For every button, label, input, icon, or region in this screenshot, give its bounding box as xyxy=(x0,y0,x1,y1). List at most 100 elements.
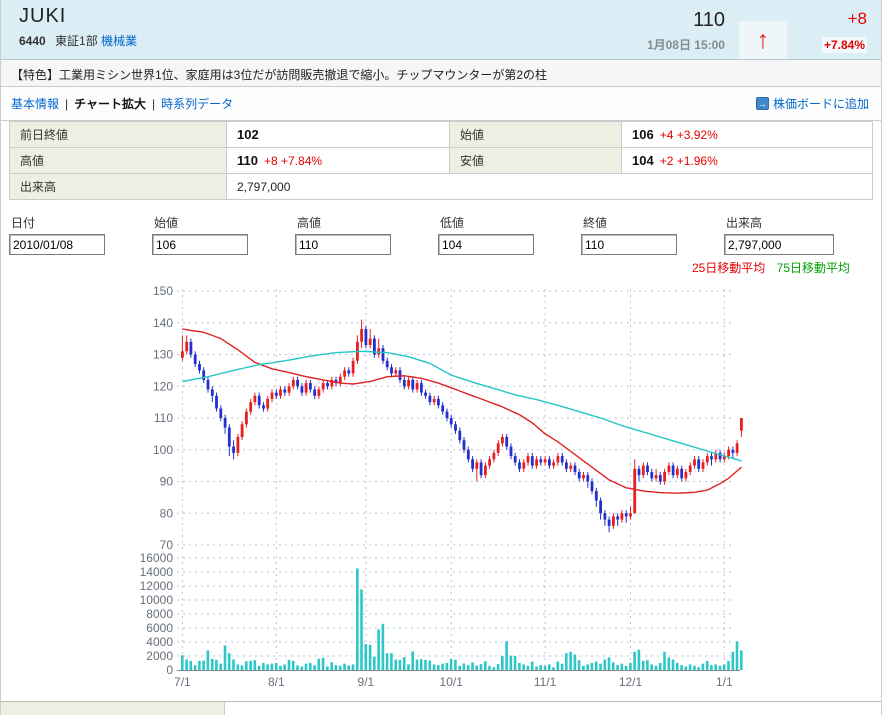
price-summary: 110 1月08日 15:00 ↑ +8 +7.84% xyxy=(647,0,867,59)
open-label: 始値 xyxy=(450,122,622,147)
svg-text:10/1: 10/1 xyxy=(440,675,464,689)
date-input[interactable] xyxy=(9,234,105,255)
svg-text:12000: 12000 xyxy=(140,579,174,593)
legend-ma75: 75日移動平均 xyxy=(776,261,850,275)
high-number: 110 xyxy=(237,153,258,168)
stock-code: 6440 xyxy=(19,34,46,48)
low-value: 104 +2 +1.96% xyxy=(622,148,873,173)
svg-text:140: 140 xyxy=(153,316,173,330)
add-arrow-icon: → xyxy=(755,97,769,110)
quote-table: 前日終値 102 始値 106 +4 +3.92% 高値 110 +8 +7.8… xyxy=(9,121,873,200)
low-change: +2 +1.96% xyxy=(659,153,718,168)
ma-legend: 25日移動平均 75日移動平均 xyxy=(1,259,881,279)
low-number: 104 xyxy=(632,153,654,168)
table-row: 出来高 2,797,000 xyxy=(10,174,873,200)
nav-separator: | xyxy=(152,96,156,111)
tab-time-series[interactable]: 時系列データ xyxy=(161,97,234,111)
volume-input[interactable] xyxy=(724,234,834,255)
ohlc-input-strip: 日付 始値 高値 低値 終値 出来高 xyxy=(9,214,873,255)
svg-text:4000: 4000 xyxy=(146,635,173,649)
svg-text:6000: 6000 xyxy=(146,621,173,635)
svg-text:70: 70 xyxy=(160,538,174,552)
company-feature-text: 【特色】工業用ミシン世界1位、家庭用は3位だが訪問販売撤退で縮小。チップマウンタ… xyxy=(1,60,881,87)
price-change-percent: +7.84% xyxy=(821,36,867,53)
svg-text:16000: 16000 xyxy=(140,551,174,565)
close-field-group: 終値 xyxy=(581,214,724,255)
volume-label: 出来高 xyxy=(10,174,227,199)
stock-market: 東証1部 xyxy=(55,34,98,48)
open-value: 106 +4 +3.92% xyxy=(622,122,873,147)
open-input[interactable] xyxy=(152,234,248,255)
low-input[interactable] xyxy=(438,234,534,255)
high-field-label: 高値 xyxy=(297,216,322,230)
change-box: +8 +7.84% xyxy=(793,7,867,53)
svg-text:9/1: 9/1 xyxy=(358,675,375,689)
date-field-label: 日付 xyxy=(11,216,36,230)
date-field-group: 日付 xyxy=(9,214,152,255)
svg-text:10000: 10000 xyxy=(140,593,174,607)
svg-text:110: 110 xyxy=(154,411,173,425)
price-change: +8 xyxy=(847,8,867,28)
volume-field-group: 出来高 xyxy=(724,214,867,255)
price-direction-cell: ↑ xyxy=(739,21,787,59)
svg-text:90: 90 xyxy=(160,475,174,489)
svg-text:2000: 2000 xyxy=(146,649,173,663)
svg-text:11/1: 11/1 xyxy=(534,675,557,689)
low-label: 安値 xyxy=(450,148,622,173)
prev-close-label: 前日終値 xyxy=(10,122,227,147)
high-input[interactable] xyxy=(295,234,391,255)
high-change: +8 +7.84% xyxy=(263,153,323,168)
open-number: 106 xyxy=(632,127,654,142)
stock-name: JUKI xyxy=(19,5,67,27)
nav-separator: | xyxy=(65,96,69,111)
low-field-group: 低値 xyxy=(438,214,581,255)
svg-text:150: 150 xyxy=(153,284,173,298)
low-field-label: 低値 xyxy=(440,216,465,230)
svg-text:120: 120 xyxy=(153,379,173,393)
volume-value: 2,797,000 xyxy=(227,174,873,199)
high-label: 高値 xyxy=(10,148,227,173)
current-price: 110 xyxy=(693,8,725,31)
svg-text:80: 80 xyxy=(160,506,174,520)
svg-text:12/1: 12/1 xyxy=(619,675,643,689)
svg-text:8/1: 8/1 xyxy=(268,675,285,689)
svg-text:14000: 14000 xyxy=(140,565,174,579)
open-field-label: 始値 xyxy=(154,216,179,230)
open-change: +4 +3.92% xyxy=(659,127,718,142)
stock-chart: 70 80 90 100 110 120 130 140 150 2000400060008000… xyxy=(140,284,743,689)
svg-text:7/1: 7/1 xyxy=(174,675,191,689)
volume-number: 2,797,000 xyxy=(237,179,291,194)
tab-basic-info[interactable]: 基本情報 xyxy=(11,97,60,111)
next-table-label-cell xyxy=(1,702,225,715)
svg-text:8000: 8000 xyxy=(146,607,173,621)
prev-close-number: 102 xyxy=(237,127,259,142)
table-row: 前日終値 102 始値 106 +4 +3.92% xyxy=(10,122,873,148)
price-box: 110 1月08日 15:00 xyxy=(647,7,725,53)
tab-nav: 基本情報 | チャート拡大 | 時系列データ → 株価ボードに追加 xyxy=(1,87,881,121)
open-field-group: 始値 xyxy=(152,214,295,255)
up-arrow-icon: ↑ xyxy=(756,25,770,54)
price-datetime: 1月08日 15:00 xyxy=(646,37,725,52)
svg-text:0: 0 xyxy=(166,663,173,677)
svg-text:1/1: 1/1 xyxy=(716,675,733,689)
volume-field-label: 出来高 xyxy=(726,216,763,230)
next-table-partial-row xyxy=(1,701,881,715)
close-input[interactable] xyxy=(581,234,677,255)
stock-identity: JUKI 6440 東証1部 機械業 xyxy=(19,0,647,59)
next-table-value-cell xyxy=(225,702,881,715)
svg-text:100: 100 xyxy=(153,443,173,457)
svg-text:130: 130 xyxy=(153,348,173,362)
industry-link[interactable]: 機械業 xyxy=(101,34,138,48)
stock-code-line: 6440 東証1部 機械業 xyxy=(19,32,647,49)
high-field-group: 高値 xyxy=(295,214,438,255)
legend-ma25: 25日移動平均 xyxy=(691,261,766,275)
close-field-label: 終値 xyxy=(583,216,608,230)
stock-header: JUKI 6440 東証1部 機械業 110 1月08日 15:00 ↑ +8 … xyxy=(1,0,881,60)
chart-area: 70 80 90 100 110 120 130 140 150 2000 4000 6000 8000… xyxy=(1,279,881,701)
table-row: 高値 110 +8 +7.84% 安値 104 +2 +1.96% xyxy=(10,148,873,174)
prev-close-value: 102 xyxy=(227,122,450,147)
tab-chart-zoom[interactable]: チャート拡大 xyxy=(74,97,147,111)
add-to-board-link[interactable]: 株価ボードに追加 xyxy=(772,97,869,111)
high-value: 110 +8 +7.84% xyxy=(227,148,450,173)
